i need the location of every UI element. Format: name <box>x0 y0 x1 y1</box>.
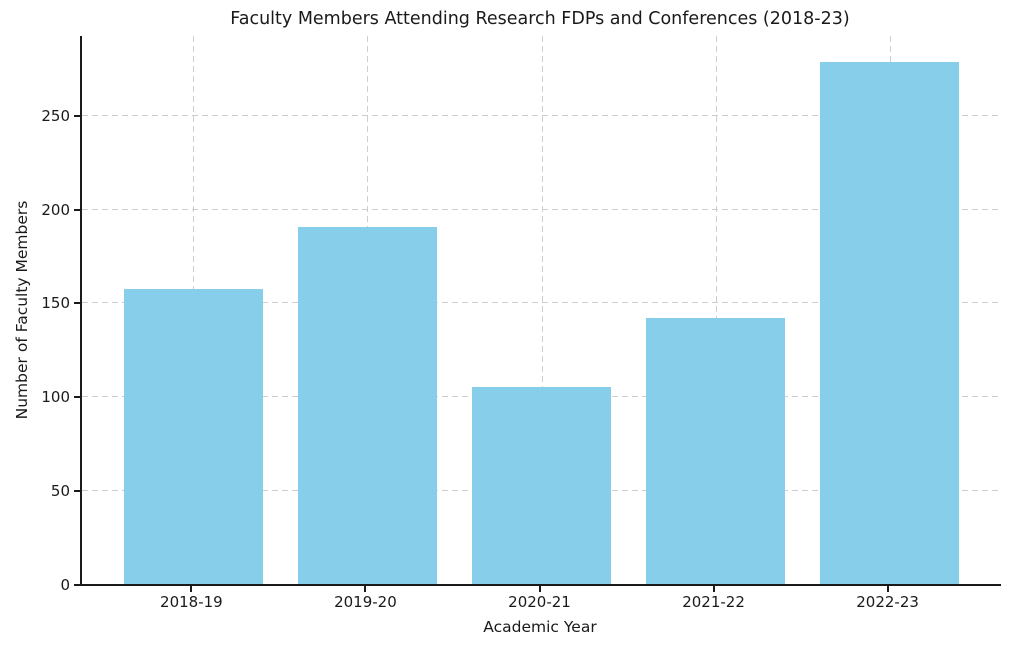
y-tick-mark-50 <box>74 490 80 493</box>
bar-2022-23 <box>819 62 960 584</box>
bar-2018-19 <box>123 289 263 584</box>
x-tick-mark-2022-23 <box>886 586 889 592</box>
x-axis-label: Academic Year <box>483 618 597 636</box>
y-tick-label-250: 250 <box>41 106 70 125</box>
x-tick-label-2022-23: 2022-23 <box>856 593 919 611</box>
v-gridline-2020-21 <box>541 36 543 584</box>
x-tick-mark-2019-20 <box>364 586 367 592</box>
x-tick-label-2018-19: 2018-19 <box>160 593 223 611</box>
x-tick-mark-2020-21 <box>538 586 541 592</box>
y-tick-label-100: 100 <box>41 388 70 407</box>
x-tick-mark-2021-22 <box>712 586 715 592</box>
x-tick-mark-2018-19 <box>190 586 193 592</box>
y-tick-mark-200 <box>74 208 80 211</box>
y-tick-label-150: 150 <box>41 294 70 313</box>
x-tick-label-2019-20: 2019-20 <box>334 593 397 611</box>
plot-area <box>80 36 1001 586</box>
y-tick-label-0: 0 <box>60 576 70 594</box>
y-tick-mark-250 <box>74 114 80 117</box>
y-tick-mark-0 <box>74 584 80 586</box>
bar-2021-22 <box>645 317 786 584</box>
x-tick-label-2020-21: 2020-21 <box>508 593 571 611</box>
y-tick-mark-100 <box>74 396 80 399</box>
y-tick-label-50: 50 <box>50 482 70 501</box>
chart-title: Faculty Members Attending Research FDPs … <box>230 9 850 29</box>
x-tick-label-2021-22: 2021-22 <box>682 593 745 611</box>
y-tick-mark-150 <box>74 302 80 305</box>
y-tick-label-200: 200 <box>41 200 70 219</box>
bar-2019-20 <box>297 227 438 584</box>
bar-2020-21 <box>471 386 612 584</box>
v-gridline-2021-22 <box>715 36 717 584</box>
